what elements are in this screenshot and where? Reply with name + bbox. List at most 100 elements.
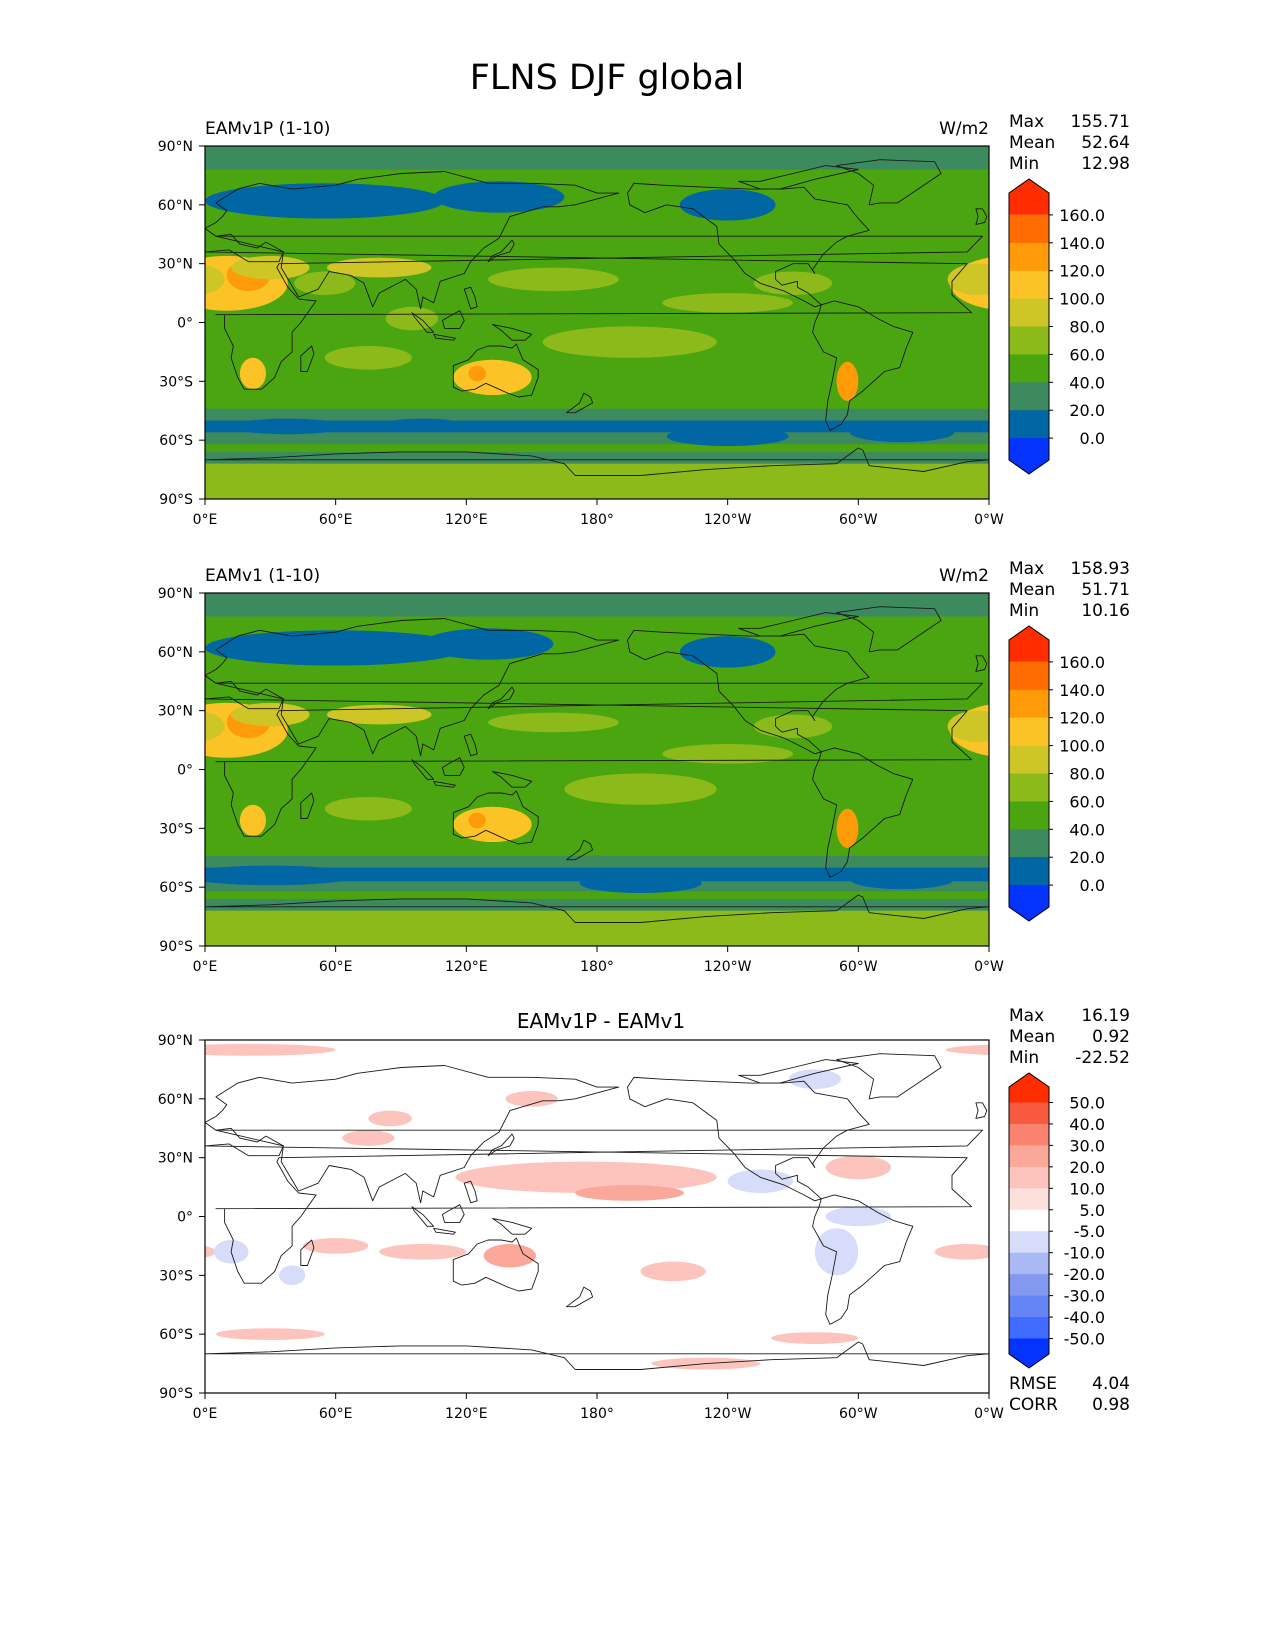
y-tick-label: 90°N bbox=[158, 586, 193, 602]
contour-region bbox=[662, 744, 793, 764]
coastline bbox=[411, 1206, 435, 1227]
coastline bbox=[300, 345, 315, 372]
coastline bbox=[452, 790, 539, 845]
contour-region bbox=[849, 422, 955, 443]
colorbar-segment bbox=[1009, 857, 1049, 886]
coastline bbox=[463, 286, 478, 310]
colorbar-segment bbox=[1009, 438, 1049, 474]
stat-label: Max bbox=[1009, 559, 1044, 579]
colorbar-tick-label: 80.0 bbox=[1069, 765, 1105, 784]
contour-band bbox=[205, 463, 989, 499]
contour-region bbox=[1207, 628, 1275, 659]
x-tick-label: 120°E bbox=[445, 1406, 488, 1422]
contour-band bbox=[205, 420, 989, 433]
colorbar-segment bbox=[1009, 717, 1049, 747]
contour-region bbox=[1152, 1111, 1196, 1127]
contour-region bbox=[825, 1206, 891, 1227]
panel-test: 90°N 60°N 30°N 0° 30°S 60°S 90°S0°E 60°E 120°E 18… bbox=[0, 112, 1275, 528]
panel-reference: 90°N 60°N 30°N 0° 30°S 60°S 90°S0°E 60°E 120°E 18… bbox=[158, 559, 1275, 975]
colorbar-tick-label: -30.0 bbox=[1064, 1287, 1105, 1306]
contour-region bbox=[1239, 1162, 1275, 1193]
coastline bbox=[975, 1102, 988, 1119]
coastline bbox=[836, 606, 942, 653]
contour-region bbox=[1218, 181, 1275, 212]
contour-band bbox=[205, 146, 989, 170]
stat-value: -22.52 bbox=[1075, 1048, 1130, 1068]
y-tick-label: 30°N bbox=[158, 704, 193, 720]
x-tick-label: 180° bbox=[580, 512, 614, 528]
contour-region bbox=[967, 868, 989, 882]
colorbar-segment bbox=[1009, 1123, 1049, 1146]
contour-region bbox=[505, 1090, 558, 1107]
panel-title: EAMv1P - EAMv1 bbox=[517, 1009, 685, 1033]
coastline bbox=[492, 771, 533, 788]
contour-region bbox=[483, 1243, 537, 1268]
contour-region bbox=[342, 1130, 395, 1146]
colorbar-segment bbox=[1009, 410, 1049, 439]
contour-band bbox=[205, 169, 989, 194]
coastline bbox=[205, 171, 620, 310]
coastline bbox=[433, 333, 456, 341]
contour-region bbox=[205, 1043, 336, 1056]
contour-region bbox=[564, 773, 717, 805]
x-tick-label: 60°W bbox=[839, 512, 878, 528]
colorbar-segment bbox=[1009, 1188, 1049, 1211]
coastline bbox=[627, 182, 870, 308]
colorbar-segment bbox=[1009, 1145, 1049, 1168]
y-tick-label: 0° bbox=[177, 316, 193, 332]
colorbar-tick-label: 100.0 bbox=[1059, 737, 1105, 756]
colorbar-segment bbox=[1009, 1231, 1049, 1254]
coastline bbox=[738, 1059, 859, 1084]
colorbar-segment bbox=[1009, 885, 1049, 921]
contour-region bbox=[753, 271, 833, 296]
colorbar-segment bbox=[1009, 626, 1049, 662]
contour-region bbox=[0, 293, 9, 313]
coastline bbox=[300, 1239, 315, 1266]
coastline bbox=[487, 1133, 515, 1157]
x-tick-label: 0°E bbox=[193, 512, 218, 528]
colorbar-segment bbox=[1009, 745, 1049, 774]
contour-region bbox=[453, 359, 532, 396]
colorbar-tick-label: 120.0 bbox=[1059, 262, 1105, 281]
colorbar-tick-label: -40.0 bbox=[1064, 1308, 1105, 1327]
contour-region bbox=[1237, 807, 1275, 842]
contour-region bbox=[1237, 360, 1275, 395]
contour-region bbox=[753, 714, 833, 739]
panel-difference: 90°N 60°N 30°N 0° 30°S 60°S 90°S0°E 60°E 120°E 18… bbox=[42, 1006, 1275, 1422]
contour-region bbox=[324, 796, 412, 821]
contour-region bbox=[215, 1328, 325, 1341]
coastline bbox=[738, 612, 859, 637]
stat-label: Max bbox=[1009, 1006, 1044, 1026]
contour-band bbox=[205, 867, 989, 882]
y-tick-label: 90°N bbox=[158, 139, 193, 155]
contour-region bbox=[947, 263, 989, 296]
colorbar-segment bbox=[1009, 179, 1049, 215]
y-tick-label: 30°S bbox=[159, 374, 193, 390]
x-tick-label: 0°E bbox=[193, 959, 218, 975]
colorbar-tick-label: 10.0 bbox=[1069, 1179, 1105, 1198]
colorbar-tick-label: -20.0 bbox=[1064, 1265, 1105, 1284]
coastline bbox=[205, 1065, 620, 1204]
contour-region bbox=[433, 181, 565, 213]
colorbar-segment bbox=[1009, 298, 1049, 327]
colorbar-tick-label: 20.0 bbox=[1069, 848, 1105, 867]
stat-label: Mean bbox=[1009, 1027, 1055, 1047]
contour-region bbox=[42, 1207, 107, 1227]
contour-region bbox=[53, 362, 75, 401]
contour-region bbox=[947, 710, 989, 743]
stat-value: 158.93 bbox=[1071, 559, 1130, 579]
colorbar-tick-label: 160.0 bbox=[1059, 653, 1105, 672]
coastline bbox=[411, 312, 435, 333]
coastline bbox=[487, 686, 515, 710]
stat-value: 0.98 bbox=[1092, 1395, 1130, 1415]
contour-region bbox=[231, 418, 345, 435]
contour-region bbox=[1163, 1244, 1250, 1260]
colorbar-tick-label: 40.0 bbox=[1069, 1115, 1105, 1134]
contour-region bbox=[1253, 366, 1270, 382]
x-tick-label: 60°W bbox=[839, 1406, 878, 1422]
contour-region bbox=[1111, 258, 1216, 278]
colorbar-segment bbox=[1009, 1209, 1049, 1232]
contour-region bbox=[836, 808, 859, 848]
contour-region bbox=[1111, 705, 1216, 725]
